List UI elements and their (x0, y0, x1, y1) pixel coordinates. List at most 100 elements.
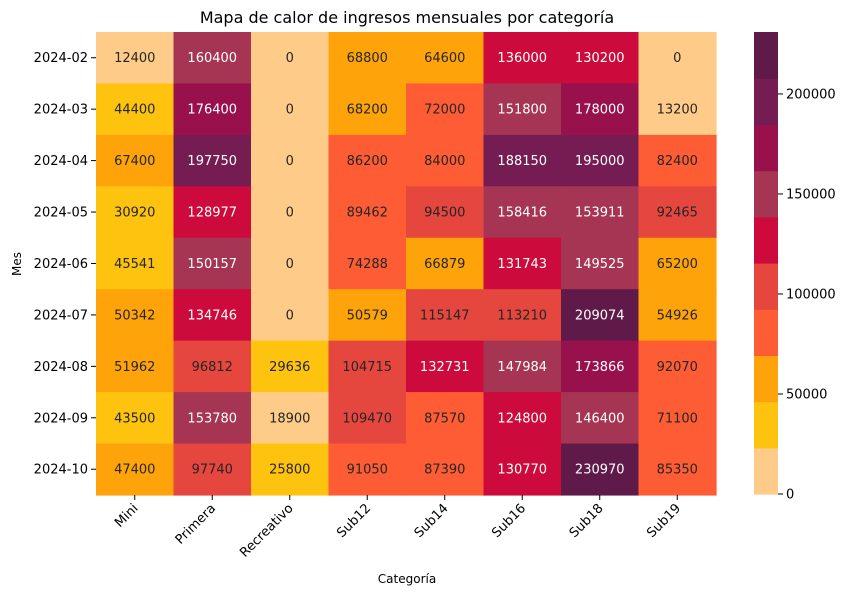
x-tick-label: Sub12 (334, 501, 374, 541)
heatmap-cell (96, 340, 175, 393)
chart-title: Mapa de calor de ingresos mensuales por … (200, 8, 614, 27)
y-tick-label: 2024-06 (34, 257, 88, 272)
x-tick-label: Recreativo (237, 501, 296, 560)
cell-value-label: 18900 (269, 411, 310, 426)
heatmap-cell (638, 340, 717, 393)
cell-value-label: 65200 (657, 257, 698, 272)
cell-value-label: 92465 (657, 206, 698, 221)
x-tick-label: Primera (173, 501, 219, 547)
x-axis: Mini Primera Recreativo Sub12 Sub14 Sub16 Sub1… (112, 494, 684, 561)
heatmap-cell (251, 32, 330, 85)
cell-value-label: 0 (673, 51, 681, 66)
cell-value-label: 67400 (114, 154, 155, 169)
heatmap-cell (173, 83, 252, 136)
y-axis-label: Mes (10, 252, 24, 276)
heatmap-cell (328, 83, 407, 136)
cell-value-label: 82400 (657, 154, 698, 169)
colorbar-segment (754, 170, 778, 218)
cell-value-label: 230970 (575, 463, 625, 478)
heatmap-cell (483, 392, 562, 445)
cell-value-label: 97740 (192, 463, 233, 478)
cell-value-label: 128977 (187, 206, 237, 221)
cell-value-label: 13200 (657, 103, 698, 118)
heatmap-cell (406, 32, 485, 85)
heatmap-cell (251, 134, 330, 187)
cell-value-label: 74288 (347, 257, 388, 272)
heatmap-cell (483, 237, 562, 290)
heatmap-cell (251, 237, 330, 290)
cell-value-label: 91050 (347, 463, 388, 478)
cell-value-label: 29636 (269, 360, 310, 375)
heatmap-cell (561, 392, 640, 445)
heatmap-cell (96, 289, 175, 342)
cell-value-label: 130770 (497, 463, 547, 478)
cell-value-label: 176400 (187, 103, 237, 118)
cell-value-label: 134746 (187, 308, 237, 323)
cell-value-label: 72000 (424, 103, 465, 118)
cell-value-label: 0 (286, 51, 294, 66)
heatmap-cell (173, 340, 252, 393)
cell-value-label: 25800 (269, 463, 310, 478)
cell-value-label: 50579 (347, 308, 388, 323)
heatmap-cell (561, 186, 640, 239)
heatmap-cell (251, 186, 330, 239)
heatmap-cell (328, 237, 407, 290)
cell-value-label: 87390 (424, 463, 465, 478)
cell-value-label: 173866 (575, 360, 625, 375)
cell-value-label: 147984 (497, 360, 547, 375)
heatmap-cell (483, 134, 562, 187)
cell-value-label: 132731 (420, 360, 470, 375)
heatmap-cell (483, 83, 562, 136)
heatmap-cell (638, 443, 717, 496)
heatmap-cell (328, 134, 407, 187)
heatmap-cells: 12400 160400 0 68800 64600 136000 130200 0 44400… (96, 32, 717, 496)
heatmap-cell (561, 134, 640, 187)
colorbar-segment (754, 401, 778, 449)
heatmap-cell (561, 443, 640, 496)
heatmap-cell (173, 134, 252, 187)
heatmap-cell (638, 237, 717, 290)
heatmap-cell (173, 186, 252, 239)
colorbar-tick-label: 200000 (786, 87, 836, 102)
cell-value-label: 150157 (187, 257, 237, 272)
x-tick-label: Mini (112, 501, 141, 530)
x-axis-label: Categoría (378, 572, 436, 586)
cell-value-label: 115147 (420, 308, 470, 323)
cell-value-label: 94500 (424, 206, 465, 221)
cell-value-label: 87570 (424, 411, 465, 426)
colorbar-segment (754, 355, 778, 403)
cell-value-label: 188150 (497, 154, 547, 169)
cell-value-label: 130200 (575, 51, 625, 66)
cell-value-label: 0 (286, 257, 294, 272)
heatmap-cell (406, 443, 485, 496)
colorbar-segment (754, 216, 778, 264)
cell-value-label: 96812 (192, 360, 233, 375)
colorbar-tick-label: 100000 (786, 287, 836, 302)
heatmap-cell (96, 83, 175, 136)
cell-value-label: 84000 (424, 154, 465, 169)
heatmap-cell (251, 83, 330, 136)
cell-value-label: 0 (286, 206, 294, 221)
heatmap-cell (96, 443, 175, 496)
colorbar-tick-label: 150000 (786, 187, 836, 202)
x-tick-label: Sub18 (567, 501, 607, 541)
cell-value-label: 136000 (497, 51, 547, 66)
cell-value-label: 44400 (114, 103, 155, 118)
cell-value-label: 178000 (575, 103, 625, 118)
heatmap-cell (328, 340, 407, 393)
heatmap-cell (173, 443, 252, 496)
heatmap-cell (96, 186, 175, 239)
colorbar-segment (754, 32, 778, 79)
heatmap-cell (638, 32, 717, 85)
heatmap-cell (406, 134, 485, 187)
y-tick-label: 2024-02 (34, 51, 88, 66)
y-tick-label: 2024-08 (34, 360, 88, 375)
heatmap-cell (483, 32, 562, 85)
heatmap-cell (173, 32, 252, 85)
heatmap-cell (173, 237, 252, 290)
cell-value-label: 45541 (114, 257, 155, 272)
heatmap-cell (96, 237, 175, 290)
cell-value-label: 54926 (657, 308, 698, 323)
heatmap-cell (561, 340, 640, 393)
